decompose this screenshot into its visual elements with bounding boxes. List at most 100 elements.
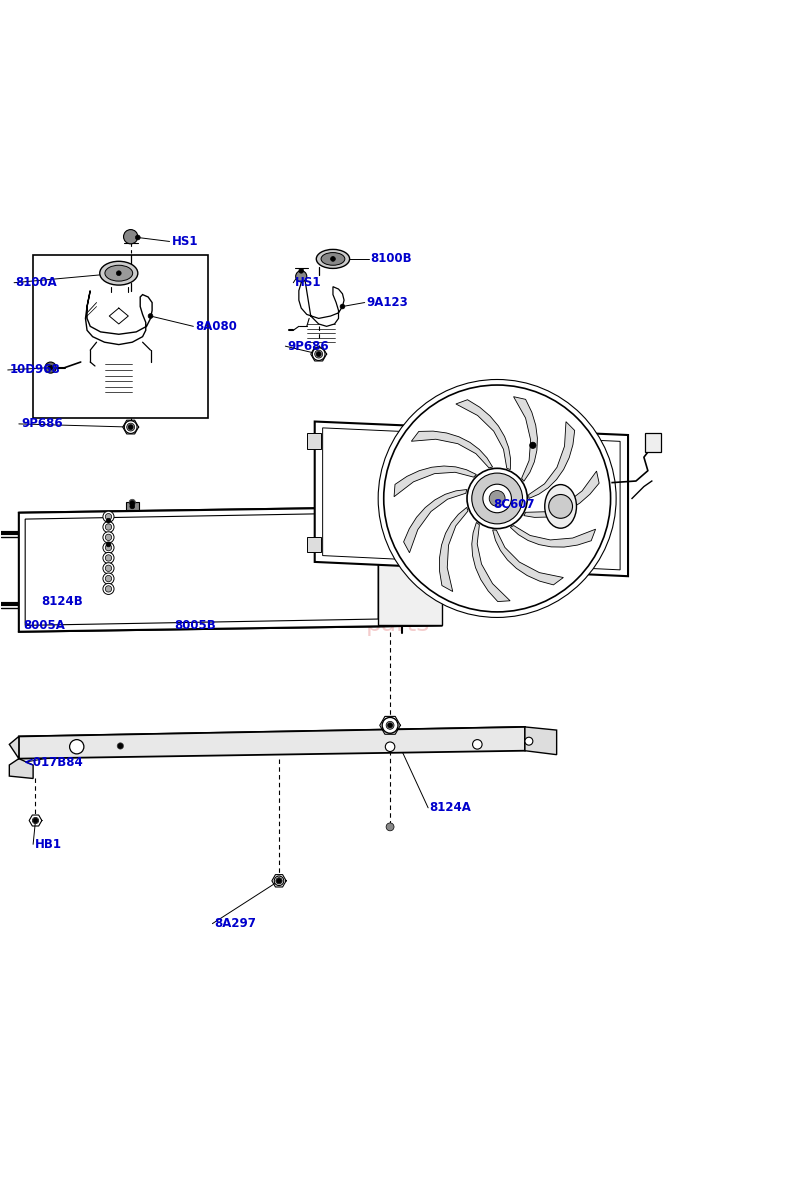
Circle shape: [127, 424, 135, 431]
Circle shape: [106, 518, 111, 523]
Polygon shape: [412, 431, 493, 468]
Bar: [126, 502, 139, 510]
Circle shape: [530, 443, 535, 448]
Circle shape: [106, 542, 111, 547]
Polygon shape: [394, 466, 476, 497]
Polygon shape: [19, 727, 525, 758]
Circle shape: [385, 742, 395, 751]
Circle shape: [276, 877, 283, 884]
Circle shape: [45, 362, 57, 373]
Circle shape: [312, 348, 325, 360]
Polygon shape: [378, 506, 442, 625]
Circle shape: [103, 532, 114, 542]
Polygon shape: [524, 472, 599, 517]
Circle shape: [105, 554, 111, 562]
Circle shape: [378, 379, 616, 618]
Polygon shape: [439, 508, 468, 592]
Circle shape: [135, 235, 140, 240]
Circle shape: [490, 491, 505, 506]
Bar: [306, 536, 321, 552]
Ellipse shape: [105, 265, 133, 281]
Circle shape: [103, 511, 114, 522]
Polygon shape: [472, 522, 510, 601]
Text: <017B84: <017B84: [24, 756, 84, 769]
Circle shape: [105, 524, 111, 530]
Text: 8A297: 8A297: [214, 917, 256, 930]
Text: 10D968: 10D968: [10, 364, 60, 377]
Polygon shape: [529, 421, 575, 498]
Text: 9P686: 9P686: [21, 418, 63, 431]
Circle shape: [384, 385, 611, 612]
Circle shape: [529, 442, 536, 449]
Bar: [33, 254, 208, 418]
Text: 8100A: 8100A: [16, 276, 57, 289]
Circle shape: [103, 552, 114, 564]
Text: parts: parts: [366, 612, 430, 636]
Circle shape: [33, 817, 39, 823]
Polygon shape: [314, 421, 628, 576]
Text: 8A080: 8A080: [196, 320, 237, 332]
Circle shape: [386, 721, 394, 730]
Text: HS1: HS1: [295, 276, 322, 289]
Bar: [306, 433, 321, 449]
Polygon shape: [525, 727, 556, 755]
Circle shape: [33, 818, 38, 823]
Circle shape: [103, 542, 114, 553]
Circle shape: [298, 269, 303, 274]
Ellipse shape: [100, 262, 138, 286]
Text: 8124A: 8124A: [430, 802, 471, 815]
Text: HS1: HS1: [172, 235, 198, 248]
Circle shape: [275, 876, 284, 886]
Polygon shape: [513, 397, 537, 481]
Text: 8124B: 8124B: [41, 595, 83, 608]
Circle shape: [525, 737, 533, 745]
Circle shape: [473, 739, 482, 749]
Circle shape: [105, 545, 111, 551]
Text: 8100B: 8100B: [370, 252, 412, 265]
Polygon shape: [322, 428, 620, 570]
Circle shape: [105, 514, 111, 520]
Circle shape: [130, 504, 135, 509]
Circle shape: [105, 576, 111, 582]
Polygon shape: [404, 490, 466, 553]
Polygon shape: [25, 512, 378, 625]
Bar: [646, 433, 661, 452]
Polygon shape: [298, 276, 344, 326]
Circle shape: [467, 468, 527, 529]
Ellipse shape: [544, 485, 576, 528]
Circle shape: [103, 563, 114, 574]
Circle shape: [314, 350, 322, 358]
Polygon shape: [85, 290, 152, 344]
Circle shape: [117, 743, 123, 749]
Circle shape: [548, 494, 572, 518]
Text: 8005B: 8005B: [174, 619, 216, 632]
Circle shape: [295, 271, 306, 282]
Polygon shape: [493, 530, 564, 584]
Circle shape: [105, 534, 111, 540]
Ellipse shape: [321, 252, 345, 265]
Circle shape: [103, 574, 114, 584]
Circle shape: [69, 739, 84, 754]
Text: 8005A: 8005A: [24, 619, 65, 632]
Text: 9A123: 9A123: [366, 296, 408, 310]
Circle shape: [472, 473, 522, 524]
Circle shape: [105, 565, 111, 571]
Text: scuderia: scuderia: [261, 570, 408, 599]
Text: HB1: HB1: [35, 838, 62, 851]
Circle shape: [330, 257, 335, 262]
Circle shape: [116, 271, 121, 276]
Ellipse shape: [316, 250, 349, 269]
Polygon shape: [456, 400, 510, 469]
Circle shape: [340, 304, 345, 308]
Circle shape: [386, 823, 394, 830]
Circle shape: [49, 365, 53, 370]
Circle shape: [483, 484, 512, 512]
Circle shape: [103, 522, 114, 533]
Polygon shape: [510, 526, 595, 547]
Circle shape: [123, 229, 138, 244]
Circle shape: [118, 744, 123, 749]
Circle shape: [388, 722, 392, 727]
Text: 8C607: 8C607: [494, 498, 535, 511]
Circle shape: [124, 421, 137, 433]
Circle shape: [129, 499, 135, 505]
